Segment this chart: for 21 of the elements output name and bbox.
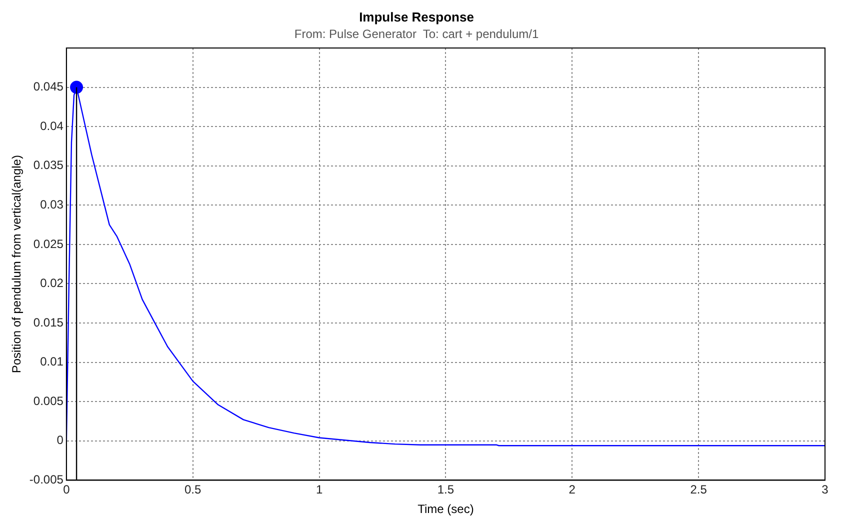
y-tick-label: 0.01 xyxy=(40,354,64,369)
y-tick-label: 0.015 xyxy=(33,315,64,330)
x-tick-label: 1.5 xyxy=(437,482,454,497)
y-tick-label: 0.005 xyxy=(33,394,64,408)
y-tick-label: 0.02 xyxy=(40,276,64,290)
x-tick-label: 1 xyxy=(316,482,323,497)
y-tick-label: 0.03 xyxy=(40,197,64,212)
y-axis-title: Position of pendulum from vertical(angle) xyxy=(10,155,24,374)
x-tick-label: 3 xyxy=(822,482,829,497)
y-tick-label: 0.04 xyxy=(40,118,64,133)
y-tick-label: -0.005 xyxy=(29,472,64,487)
x-tick-label: 2 xyxy=(568,482,576,497)
y-tick-label: 0.035 xyxy=(33,158,64,172)
x-axis-title: Time (sec) xyxy=(418,502,474,516)
chart-title: Impulse Response xyxy=(359,9,474,24)
x-tick-label: 2.5 xyxy=(690,482,708,497)
y-tick-label: 0.025 xyxy=(33,236,64,251)
y-tick-label: 0.045 xyxy=(33,80,64,94)
y-tick-label: 0 xyxy=(56,433,64,448)
x-tick-label: 0.5 xyxy=(184,482,202,497)
chart-subtitle: From: Pulse Generator To: cart + pendulum/1 xyxy=(294,27,539,42)
